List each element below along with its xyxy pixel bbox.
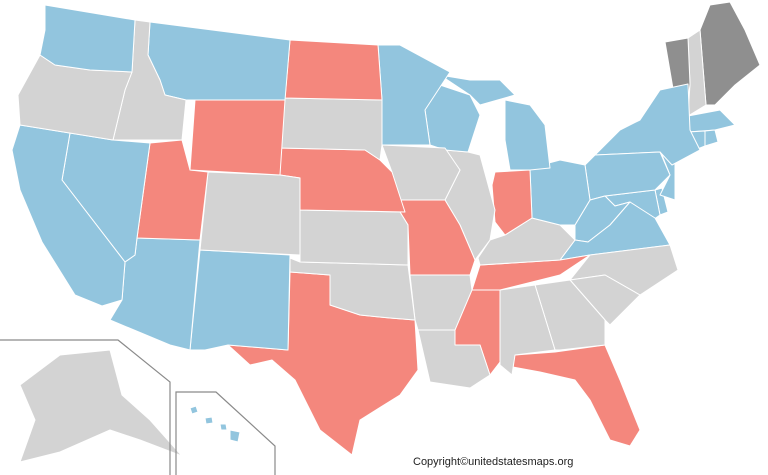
state-shape-hi (219, 423, 228, 431)
state-la (417, 329, 491, 389)
state-ak (19, 349, 183, 463)
state-shape-fl (501, 344, 641, 447)
state-me (699, 1, 761, 106)
state-shape-ri (704, 129, 719, 147)
state-fl (501, 344, 641, 447)
state-shape-wy (189, 99, 286, 176)
state-ri (704, 129, 719, 147)
state-nm (189, 249, 291, 351)
state-wy (189, 99, 286, 176)
state-shape-ks (299, 209, 409, 266)
state-shape-la (417, 329, 491, 389)
state-shape-ny (594, 83, 701, 166)
hawaii-inset-border (175, 391, 276, 475)
state-hi (189, 405, 241, 443)
state-shape-nd (284, 39, 383, 101)
state-al (499, 284, 556, 376)
state-shape-ak (19, 349, 183, 463)
state-ca (11, 124, 126, 307)
state-shape-nm (189, 249, 291, 351)
state-ks (299, 209, 409, 266)
state-shape-hi (189, 405, 199, 415)
state-shape-mt (147, 21, 291, 101)
state-ny (594, 83, 701, 166)
state-oh (529, 159, 591, 226)
copyright-text: Copyright©unitedstatesmaps.org (413, 456, 574, 468)
state-co (199, 171, 301, 256)
state-shape-oh (529, 159, 591, 226)
state-shape-hi (229, 429, 241, 443)
state-ma (687, 109, 736, 133)
state-shape-mi (504, 99, 551, 171)
state-shape-ma (687, 109, 736, 133)
state-shape-hi (204, 416, 214, 425)
state-nd (284, 39, 383, 101)
state-mt (147, 21, 291, 101)
state-wa (39, 4, 136, 73)
state-shape-wa (39, 4, 136, 73)
state-shape-al (499, 284, 556, 376)
state-shape-ca (11, 124, 126, 307)
state-shape-co (199, 171, 301, 256)
state-shape-me (699, 1, 761, 106)
alaska-inset-border (0, 339, 171, 475)
state-mi (439, 74, 551, 171)
